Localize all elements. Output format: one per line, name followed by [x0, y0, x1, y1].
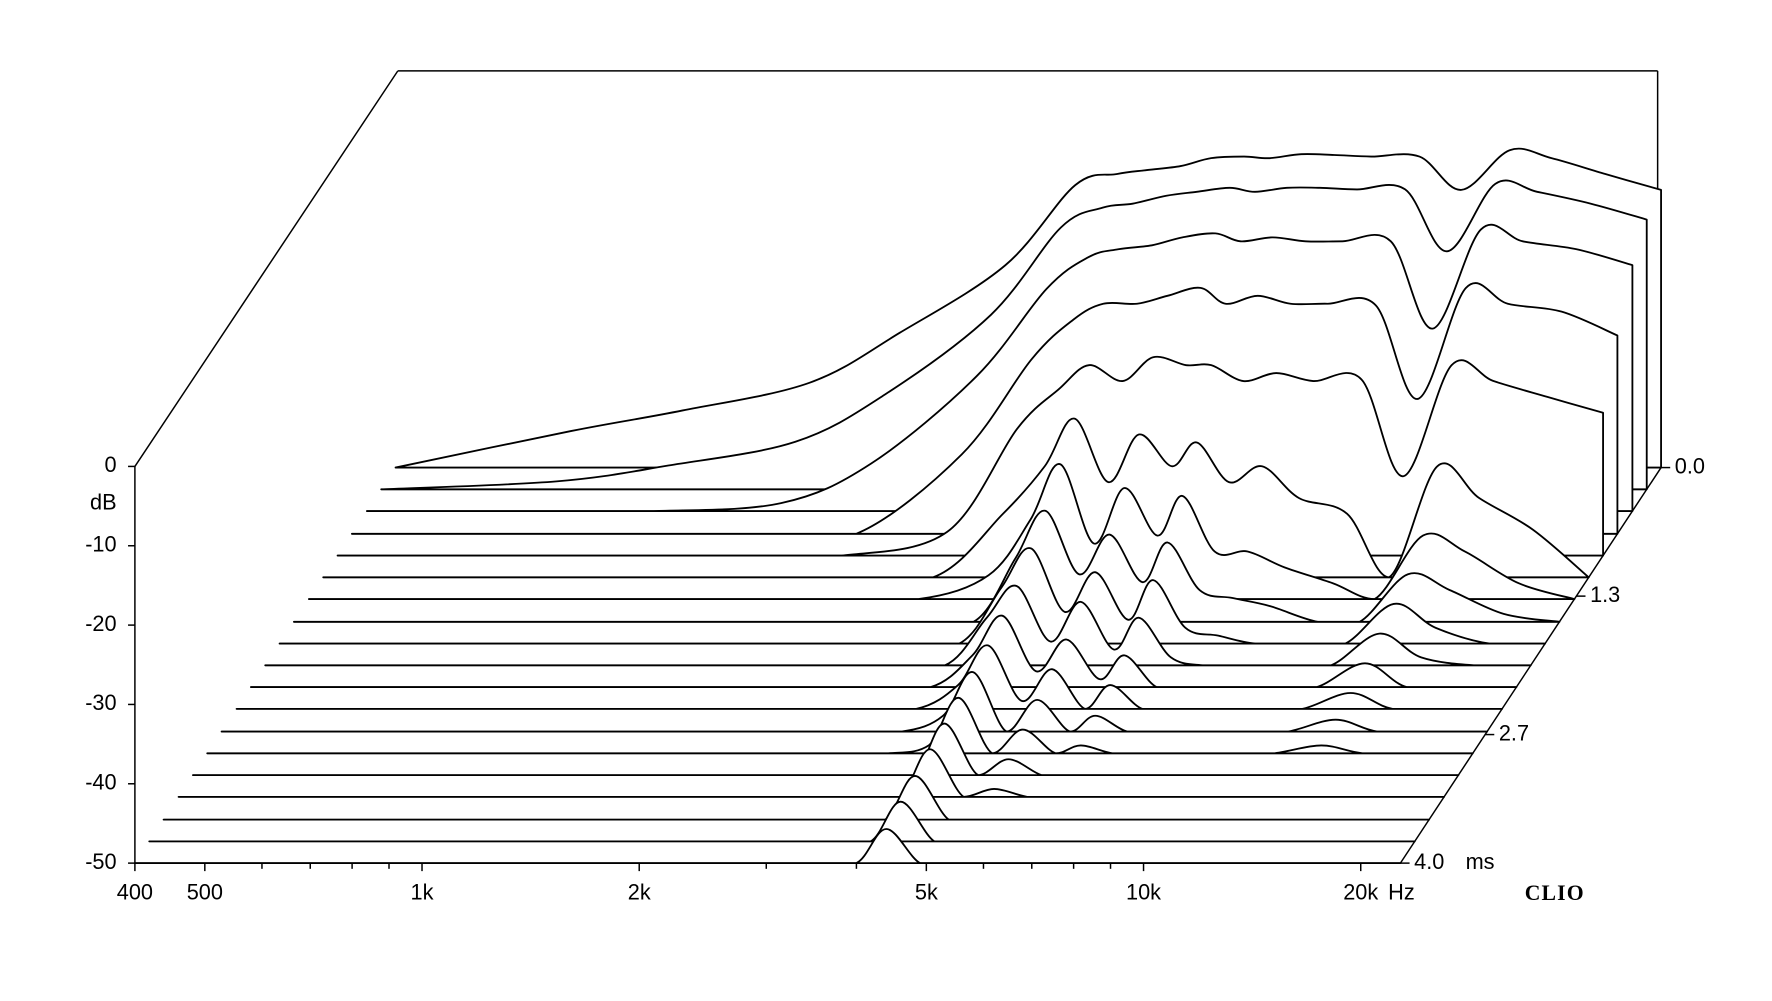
- plot-area: 0 -10 -20 -30 -40 -50 dB 400 500 1k 2k 5k 10k 20k Hz 0.…: [85, 70, 1705, 905]
- x-tick-label: 500: [187, 880, 223, 905]
- decay-slice: [264, 584, 1532, 667]
- x-tick-label: 400: [117, 880, 153, 905]
- z-unit-label: ms: [1466, 849, 1495, 874]
- z-tick-label: 2.7: [1499, 720, 1529, 745]
- decay-slice: [249, 614, 1518, 689]
- decay-slice: [133, 828, 1402, 865]
- z-tick-label: 0.0: [1675, 453, 1705, 478]
- x-tick-label: 20k: [1343, 880, 1378, 905]
- y-tick-label: -20: [85, 611, 116, 636]
- y-tick-label: 0: [105, 452, 117, 477]
- z-tick-label: 1.3: [1590, 582, 1620, 607]
- x-tick-label: 5k: [915, 880, 938, 905]
- x-tick-label: 1k: [411, 880, 434, 905]
- decay-slice: [307, 463, 1576, 601]
- decay-slice: [278, 547, 1546, 645]
- decay-slice: [206, 696, 1474, 755]
- decay-slice: [292, 509, 1561, 623]
- decay-slice: [177, 748, 1445, 798]
- decay-slice: [191, 722, 1460, 777]
- brand-label: CLIO: [1525, 881, 1585, 905]
- y-tick-label: -10: [85, 531, 116, 556]
- x-tick-label: 2k: [628, 880, 651, 905]
- y-tick-label: -40: [85, 770, 116, 795]
- decay-slice: [148, 800, 1416, 843]
- decay-slice: [162, 775, 1431, 821]
- y-tick-label: -30: [85, 690, 116, 715]
- y-tick-label: -50: [85, 849, 116, 874]
- x-unit-label: Hz: [1388, 880, 1415, 905]
- decay-slice: [322, 417, 1590, 579]
- y-axis-label: dB: [90, 489, 117, 514]
- x-tick-label: 10k: [1126, 880, 1161, 905]
- decay-slice: [235, 644, 1503, 710]
- box-edge: [134, 70, 399, 467]
- z-tick-label: 4.0: [1414, 849, 1444, 874]
- decay-slice: [220, 671, 1489, 733]
